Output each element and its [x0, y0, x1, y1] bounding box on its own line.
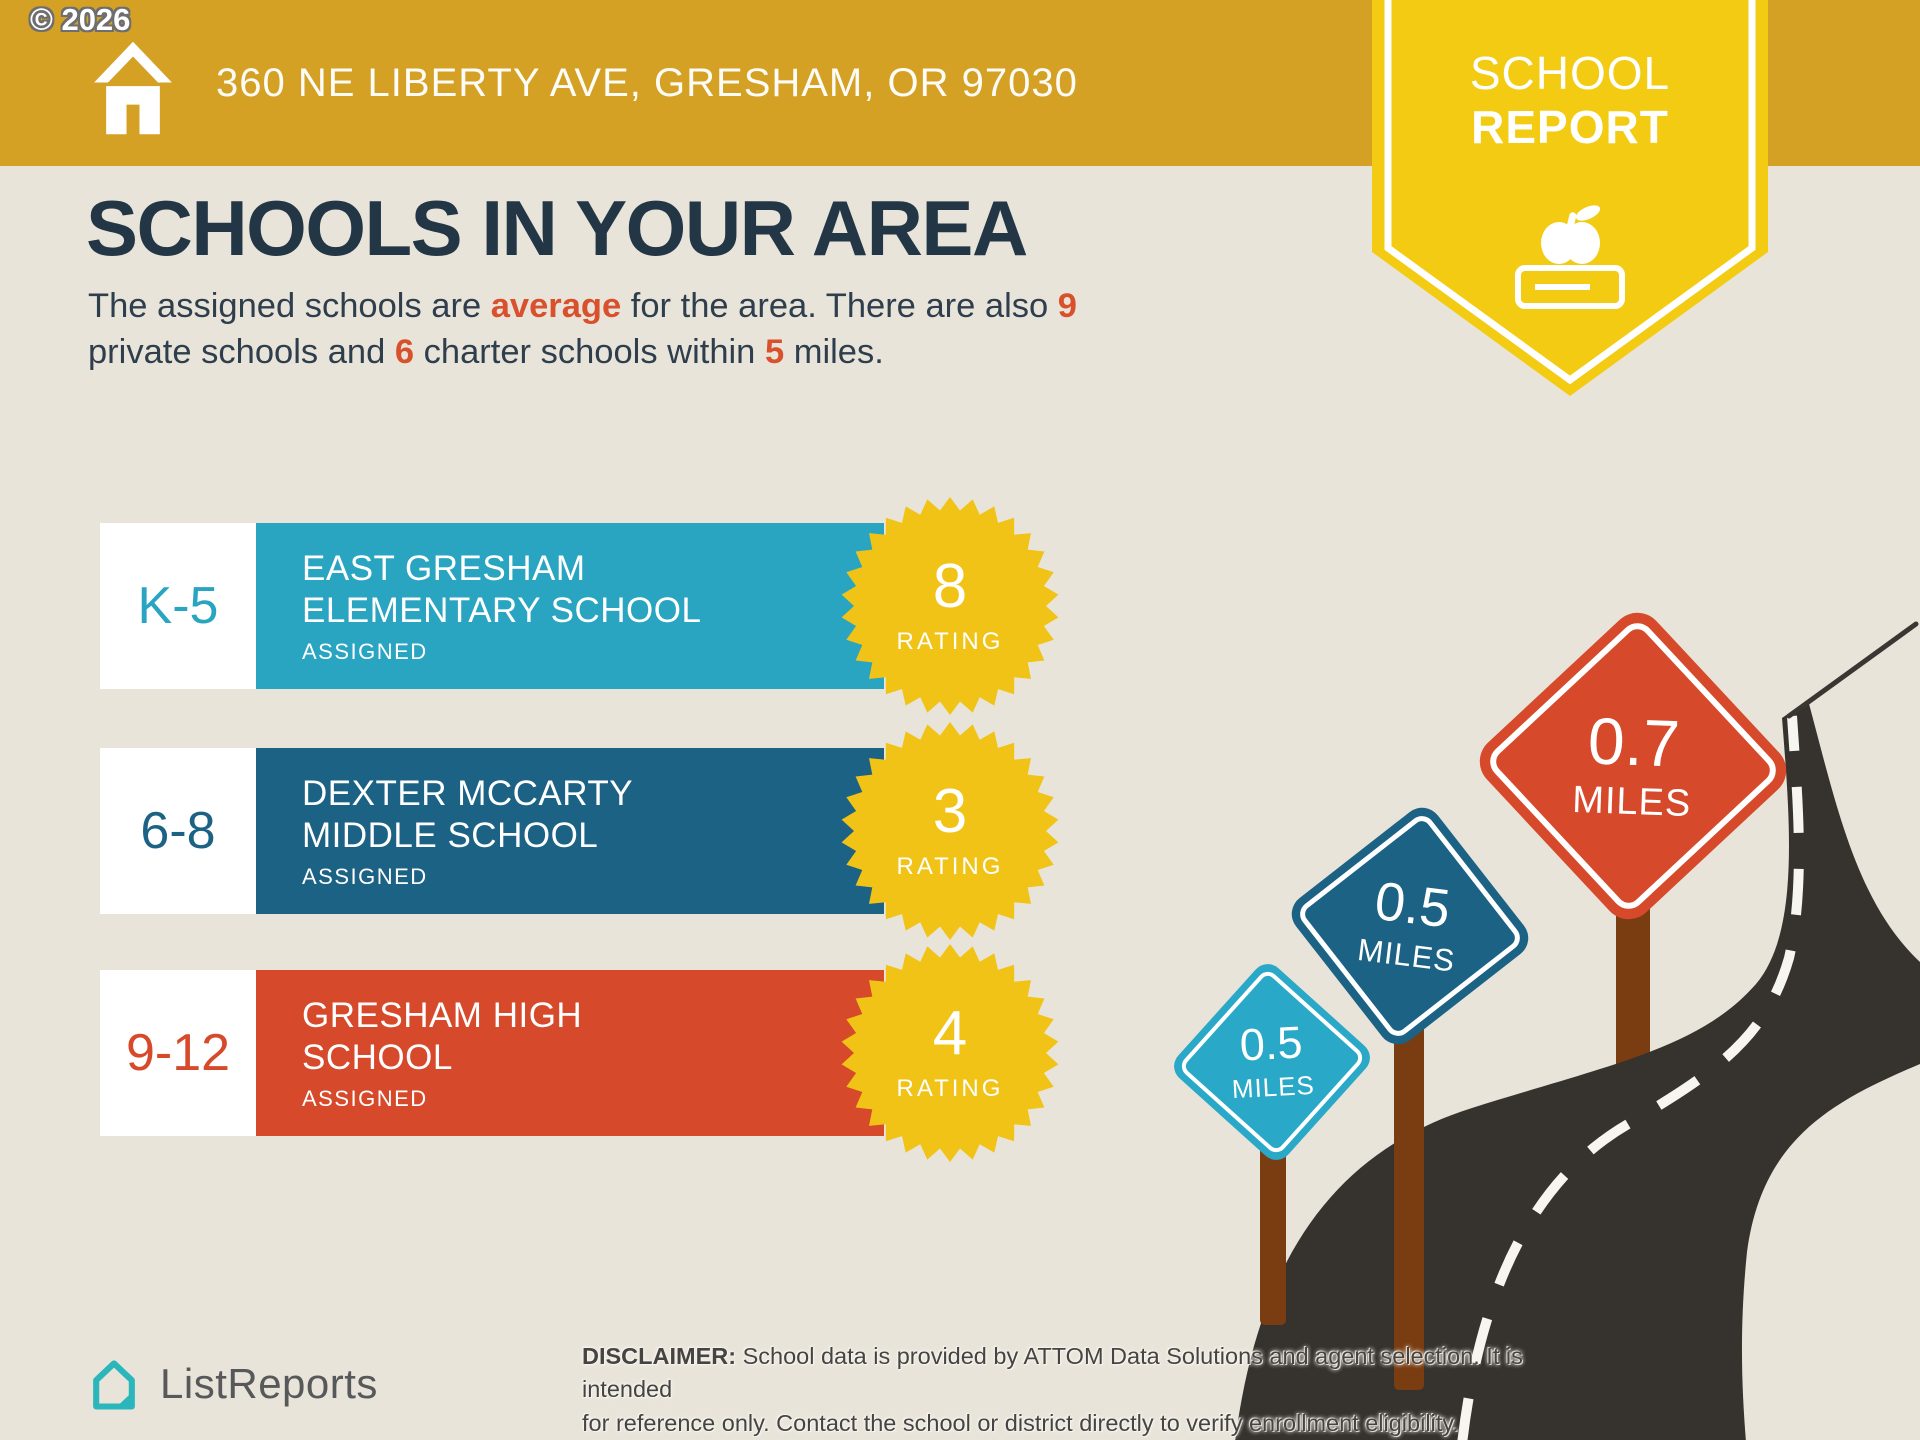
- rating-label: RATING: [896, 1075, 1004, 1102]
- rating-value: 8: [932, 552, 968, 621]
- assigned-label: ASSIGNED: [302, 1085, 428, 1111]
- school-name: EAST GRESHAM ELEMENTARY SCHOOL: [302, 548, 702, 630]
- starburst-icon: [841, 497, 1059, 715]
- school-row-middle: 6-8 DEXTER MCCARTY MIDDLE SCHOOL ASSIGNED…: [100, 722, 1100, 940]
- highlight-charter-count: 6: [394, 332, 415, 371]
- school-row-high: 9-12 GRESHAM HIGH SCHOOL ASSIGNED 4 RATIN…: [100, 944, 1100, 1162]
- school-report-badge: SCHOOL REPORT: [1372, 0, 1768, 400]
- listreports-logo: ListReports: [84, 1352, 378, 1416]
- badge-title: SCHOOL REPORT: [1469, 47, 1671, 154]
- distance-unit: MILES: [1231, 1069, 1316, 1105]
- distance-sign-middle: 0.5 MILES: [1283, 799, 1537, 1053]
- school-bar: GRESHAM HIGH SCHOOL ASSIGNED: [256, 970, 884, 1136]
- starburst-icon: [841, 944, 1059, 1162]
- intro-line-2: private schools and 6 charter schools wi…: [88, 332, 884, 371]
- highlight-average: average: [490, 287, 622, 325]
- grade-range: 6-8: [100, 748, 256, 914]
- rating-badge: 4 RATING: [840, 943, 1060, 1163]
- assigned-label: ASSIGNED: [302, 638, 428, 664]
- assigned-label: ASSIGNED: [302, 863, 428, 889]
- school-bar: EAST GRESHAM ELEMENTARY SCHOOL ASSIGNED: [256, 523, 884, 689]
- copyright-watermark: © 2026: [30, 2, 131, 37]
- disclaimer-text: DISCLAIMER: School data is provided by A…: [582, 1343, 1523, 1436]
- road-horizon-line: [1786, 621, 1919, 719]
- intro-line-1: The assigned schools are average for the…: [88, 287, 1077, 325]
- listreports-house-icon: [93, 1360, 135, 1410]
- starburst-icon: [841, 722, 1059, 940]
- highlight-private-count: 9: [1057, 287, 1077, 325]
- pennant-shape-icon: [1372, 0, 1768, 396]
- apple-book-icon: [1515, 205, 1625, 309]
- home-icon: [92, 38, 174, 143]
- rating-value: 4: [932, 999, 968, 1068]
- school-row-elementary: K-5 EAST GRESHAM ELEMENTARY SCHOOL ASSIGN…: [100, 497, 1100, 715]
- brand-name: ListReports: [160, 1360, 378, 1407]
- page-title: SCHOOLS IN YOUR AREA: [86, 184, 1028, 272]
- distance-sign-high: 0.7 MILES: [1469, 602, 1797, 930]
- rating-label: RATING: [896, 853, 1004, 880]
- school-name: GRESHAM HIGH SCHOOL: [302, 995, 583, 1077]
- rating-label: RATING: [896, 628, 1004, 655]
- highlight-miles: 5: [764, 332, 785, 371]
- sign-post: [1616, 900, 1650, 1140]
- sign-post: [1394, 1005, 1424, 1390]
- distance-value: 0.5: [1238, 1016, 1304, 1071]
- distance-value: 0.7: [1586, 702, 1681, 781]
- grade-range: K-5: [100, 523, 256, 689]
- rating-value: 3: [932, 777, 968, 846]
- rating-badge: 3 RATING: [840, 721, 1060, 941]
- distance-value: 0.5: [1371, 870, 1454, 940]
- intro-text: The assigned schools are average for the…: [88, 284, 1077, 375]
- property-address: 360 NE LIBERTY AVE, GRESHAM, OR 97030: [216, 60, 1078, 105]
- school-bar: DEXTER MCCARTY MIDDLE SCHOOL ASSIGNED: [256, 748, 884, 914]
- grade-range: 9-12: [100, 970, 256, 1136]
- distance-unit: MILES: [1571, 778, 1692, 825]
- rating-badge: 8 RATING: [840, 496, 1060, 716]
- school-name: DEXTER MCCARTY MIDDLE SCHOOL: [302, 773, 634, 855]
